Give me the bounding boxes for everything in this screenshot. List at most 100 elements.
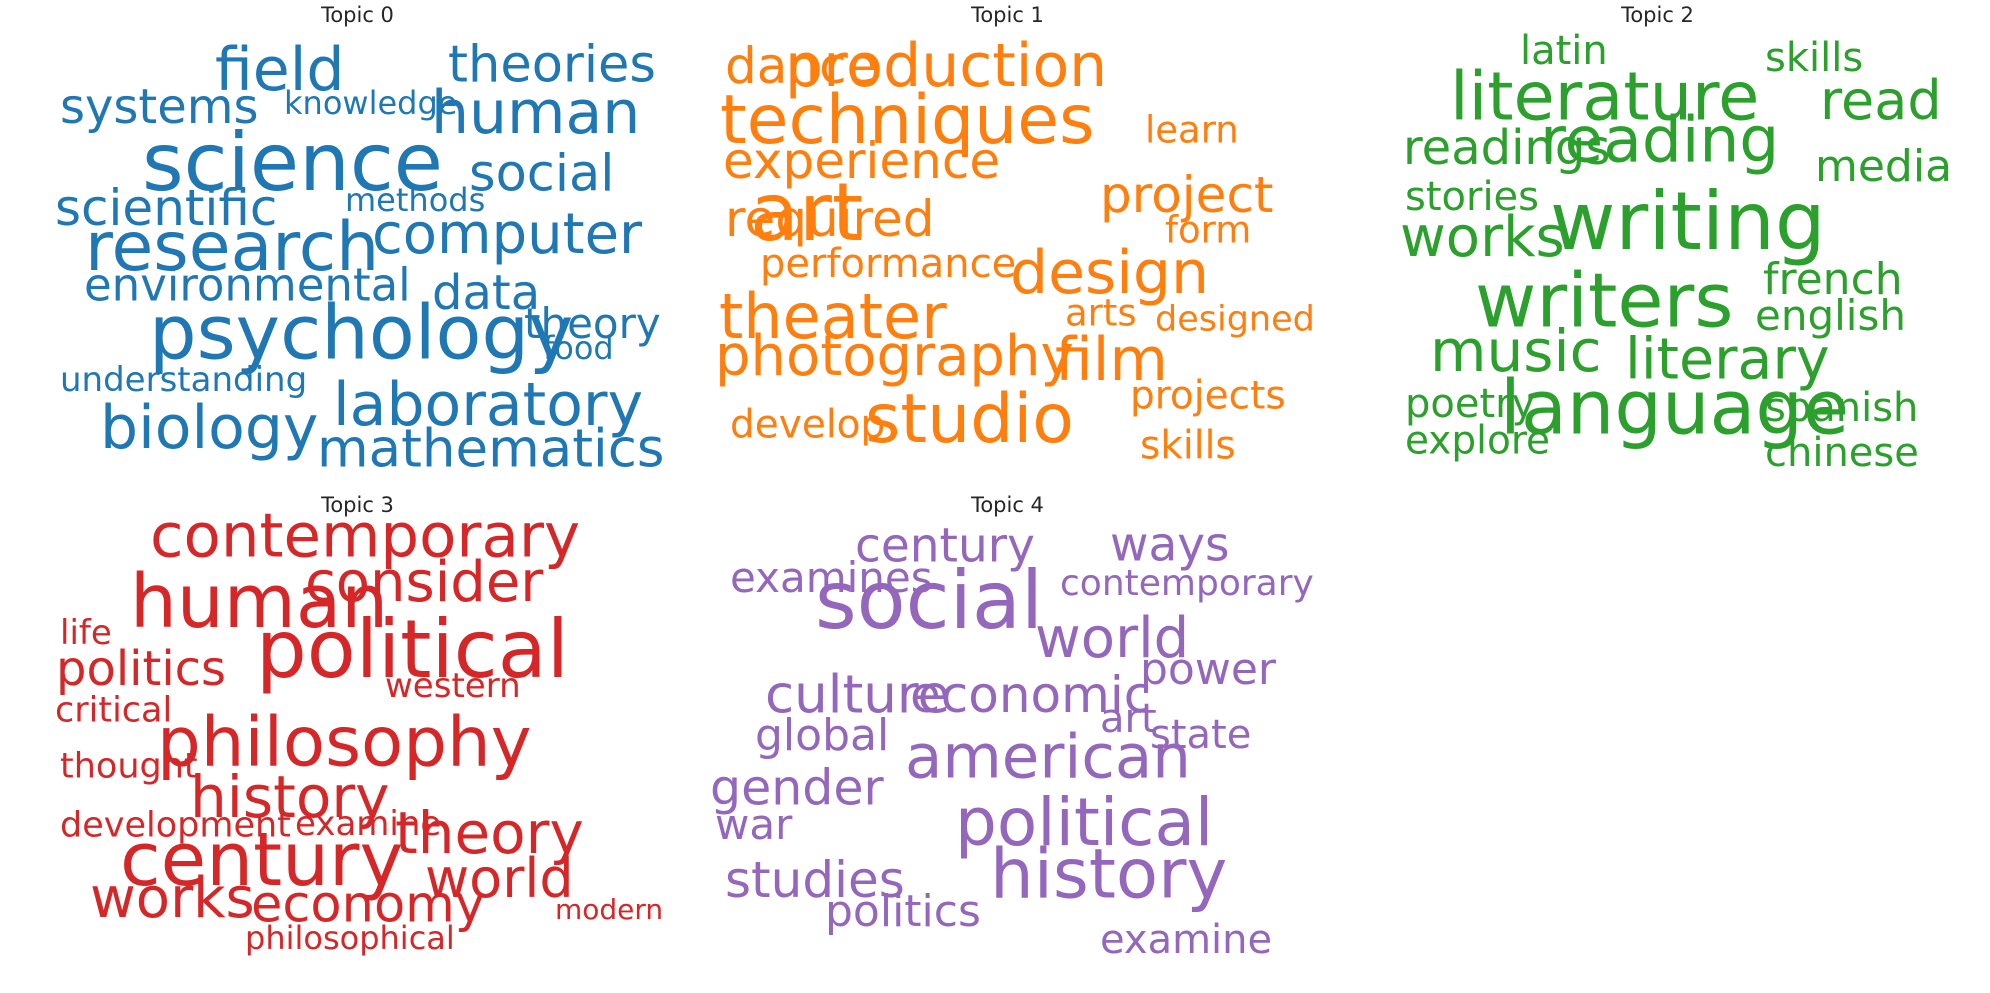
word-arts: arts <box>1065 291 1137 335</box>
wordcloud-panel-topic-0: Topic 0 science psychology research field hu… <box>45 0 670 476</box>
word-theory: theory <box>395 799 584 867</box>
word-literature: literature <box>1450 57 1760 136</box>
word-performance: performance <box>760 241 1017 287</box>
word-cloud: art techniques studio theater film production… <box>695 0 1320 470</box>
word-reading: reading <box>1540 103 1780 177</box>
word-examines: examines <box>730 553 933 602</box>
word-poetry: poetry <box>1405 381 1536 427</box>
word-cloud: science psychology research field human labor… <box>45 0 670 476</box>
word-critical: critical <box>55 690 173 731</box>
word-global: global <box>755 710 890 761</box>
word-laboratory: laboratory <box>333 370 644 440</box>
word-politics: politics <box>825 886 981 937</box>
panel-title: Topic 4 <box>971 493 1044 517</box>
word-american: american <box>905 721 1191 793</box>
word-political: political <box>955 784 1214 861</box>
word-contemporary: contemporary <box>150 500 581 572</box>
word-life: life <box>60 613 112 653</box>
word-field: field <box>215 35 345 105</box>
word-methods: methods <box>345 181 486 219</box>
word-english: english <box>1755 291 1906 340</box>
panel-title: Topic 2 <box>1621 3 1694 27</box>
word-readings: readings <box>1403 120 1611 176</box>
word-scientific: scientific <box>55 179 278 237</box>
word-chinese: chinese <box>1765 430 1919 476</box>
wordcloud-panel-topic-3: Topic 3 political human century philosophy c… <box>45 490 670 960</box>
word-designed: designed <box>1155 299 1315 340</box>
word-history: history <box>990 834 1228 915</box>
word-language: language <box>1500 363 1850 452</box>
panel-title: Topic 3 <box>321 493 394 517</box>
word-human: human <box>130 559 389 645</box>
word-form: form <box>1165 208 1252 252</box>
word-writers: writers <box>1475 256 1734 345</box>
word-power: power <box>1140 644 1276 695</box>
word-modern: modern <box>555 893 664 926</box>
word-world: world <box>1035 606 1190 671</box>
word-skills: skills <box>1140 423 1236 469</box>
word-biology: biology <box>100 393 319 463</box>
word-political: political <box>256 603 570 696</box>
word-history: history <box>190 763 390 831</box>
word-stories: stories <box>1405 174 1540 220</box>
word-development: development <box>60 805 291 846</box>
word-thought: thought <box>60 746 198 787</box>
word-cloud: social history political american world cultu… <box>695 490 1320 963</box>
word-world: world <box>425 847 574 910</box>
word-french: french <box>1763 254 1903 305</box>
word-learn: learn <box>1145 108 1239 152</box>
word-century: century <box>855 518 1035 574</box>
word-psychology: psychology <box>149 288 574 377</box>
word-works: works <box>90 866 255 931</box>
word-spanish: spanish <box>1765 385 1919 431</box>
word-century: century <box>120 817 404 903</box>
word-economy: economy <box>251 875 486 935</box>
word-knowledge: knowledge <box>284 84 458 122</box>
word-science: science <box>142 116 444 209</box>
word-read: read <box>1820 69 1942 132</box>
word-latin: latin <box>1520 28 1608 74</box>
word-required: required <box>725 190 935 248</box>
word-examine: examine <box>1100 917 1273 963</box>
word-mathematics: mathematics <box>317 418 665 480</box>
word-computer: computer <box>372 202 643 267</box>
wordcloud-panel-topic-1: Topic 1 art techniques studio theater film pr… <box>695 0 1320 470</box>
word-data: data <box>432 265 541 321</box>
word-environmental: environmental <box>84 258 411 312</box>
word-examine: examine <box>295 804 442 844</box>
word-writing: writing <box>1550 175 1826 268</box>
word-develop: develop <box>730 402 886 448</box>
word-theory: theory <box>524 299 661 348</box>
wordcloud-panel-topic-4: Topic 4 social history political american wo… <box>695 490 1320 960</box>
word-theories: theories <box>448 35 656 95</box>
word-art: art <box>750 166 864 259</box>
word-ways: ways <box>1110 517 1230 573</box>
word-consider: consider <box>305 550 544 615</box>
word-art: art <box>1100 696 1157 742</box>
word-cloud: writing language writers literature reading m… <box>1345 0 1970 476</box>
word-photography: photography <box>715 324 1074 389</box>
word-design: design <box>1010 238 1210 308</box>
word-state: state <box>1150 712 1252 758</box>
word-gender: gender <box>710 759 884 817</box>
word-theater: theater <box>719 280 947 353</box>
word-social: social <box>469 144 615 204</box>
word-philosophy: philosophy <box>157 702 532 783</box>
word-experience: experience <box>723 132 1001 190</box>
word-techniques: techniques <box>720 81 1095 160</box>
word-studio: studio <box>865 380 1074 459</box>
word-projects: projects <box>1130 373 1286 419</box>
word-film: film <box>1055 325 1168 395</box>
word-philosophical: philosophical <box>245 919 455 957</box>
word-food: food <box>543 329 614 367</box>
word-culture: culture <box>765 664 951 726</box>
word-studies: studies <box>725 851 905 909</box>
word-western: western <box>385 666 521 706</box>
word-social: social <box>815 554 1044 647</box>
wordcloud-panel-topic-2: Topic 2 writing language writers literature… <box>1345 0 1970 476</box>
word-politics: politics <box>56 641 227 697</box>
word-works: works <box>1400 205 1565 270</box>
word-dance: dance <box>725 37 878 95</box>
panel-title: Topic 0 <box>321 3 394 27</box>
word-literary: literary <box>1625 326 1830 393</box>
